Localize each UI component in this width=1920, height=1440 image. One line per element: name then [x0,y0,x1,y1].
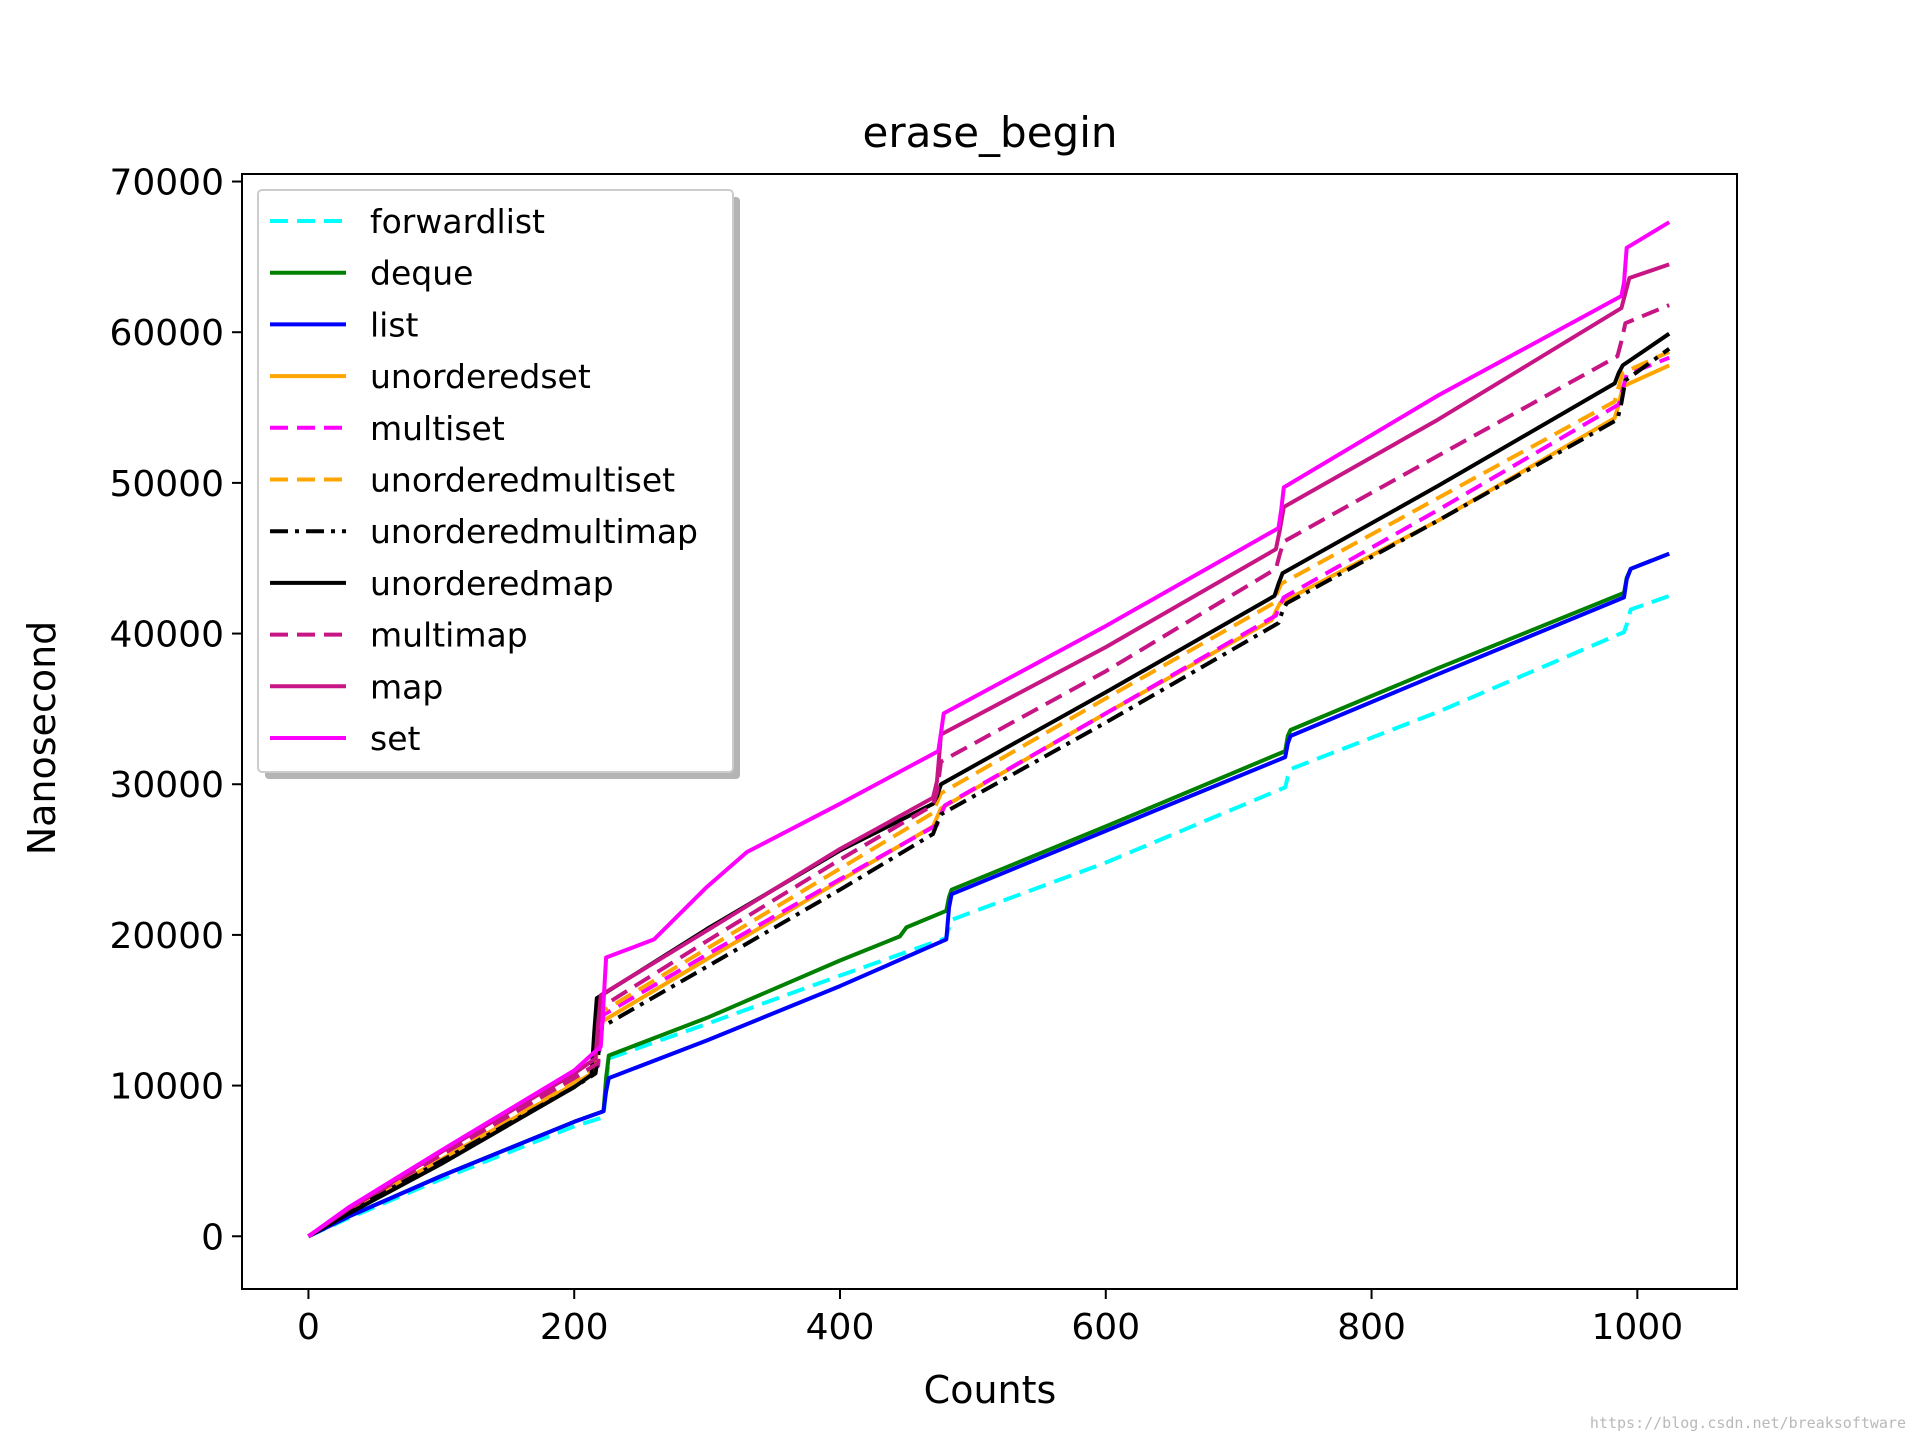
plot-frame [241,173,1738,1290]
y-tick-label: 0 [201,1217,224,1258]
legend: forwardlist deque list unorderedset multiset… [257,189,740,779]
y-tick-label: 50000 [109,464,224,505]
watermark-text: https://blog.csdn.net/breaksoftware [1589,1414,1906,1432]
chart-title: erase_begin [862,108,1117,157]
x-tick-label: 800 [1337,1307,1406,1348]
legend-label: list [370,305,419,344]
x-tick-label: 200 [540,1307,609,1348]
legend-label: multimap [370,616,528,655]
y-tick-label: 40000 [109,615,224,656]
legend-label: unorderedmultimap [370,512,698,551]
legend-label: unorderedset [370,357,591,396]
series-line-unorderedmultiset [307,349,1671,1238]
y-tick-label: 10000 [109,1067,224,1108]
series-line-set [307,220,1671,1238]
y-tick-label: 70000 [109,163,224,204]
y-tick-label: 60000 [109,313,224,354]
x-axis: 0 200 400 600 800 1000 [297,1289,1683,1348]
y-tick-label: 20000 [109,916,224,957]
x-tick-label: 400 [806,1307,875,1348]
plot-series [307,220,1671,1239]
series-line-map [307,262,1670,1238]
legend-label: forwardlist [370,202,545,241]
legend-box [257,189,734,773]
x-tick-label: 0 [297,1307,320,1348]
x-axis-label: Counts [924,1368,1057,1412]
y-axis: 0 10000 20000 30000 40000 50000 60000 70000 [109,163,242,1258]
legend-label: multiset [370,409,505,448]
x-tick-label: 600 [1071,1307,1140,1348]
legend-label: set [370,719,420,758]
legend-label: unorderedmap [370,564,614,603]
x-tick-label: 1000 [1592,1307,1684,1348]
y-tick-label: 30000 [109,765,224,806]
legend-label: unorderedmultiset [370,461,675,500]
legend-label: deque [370,254,473,293]
series-line-multimap [307,303,1670,1238]
legend-label: map [370,667,443,706]
y-axis-label: Nanosecond [20,621,64,856]
series-line-list [307,551,1670,1239]
